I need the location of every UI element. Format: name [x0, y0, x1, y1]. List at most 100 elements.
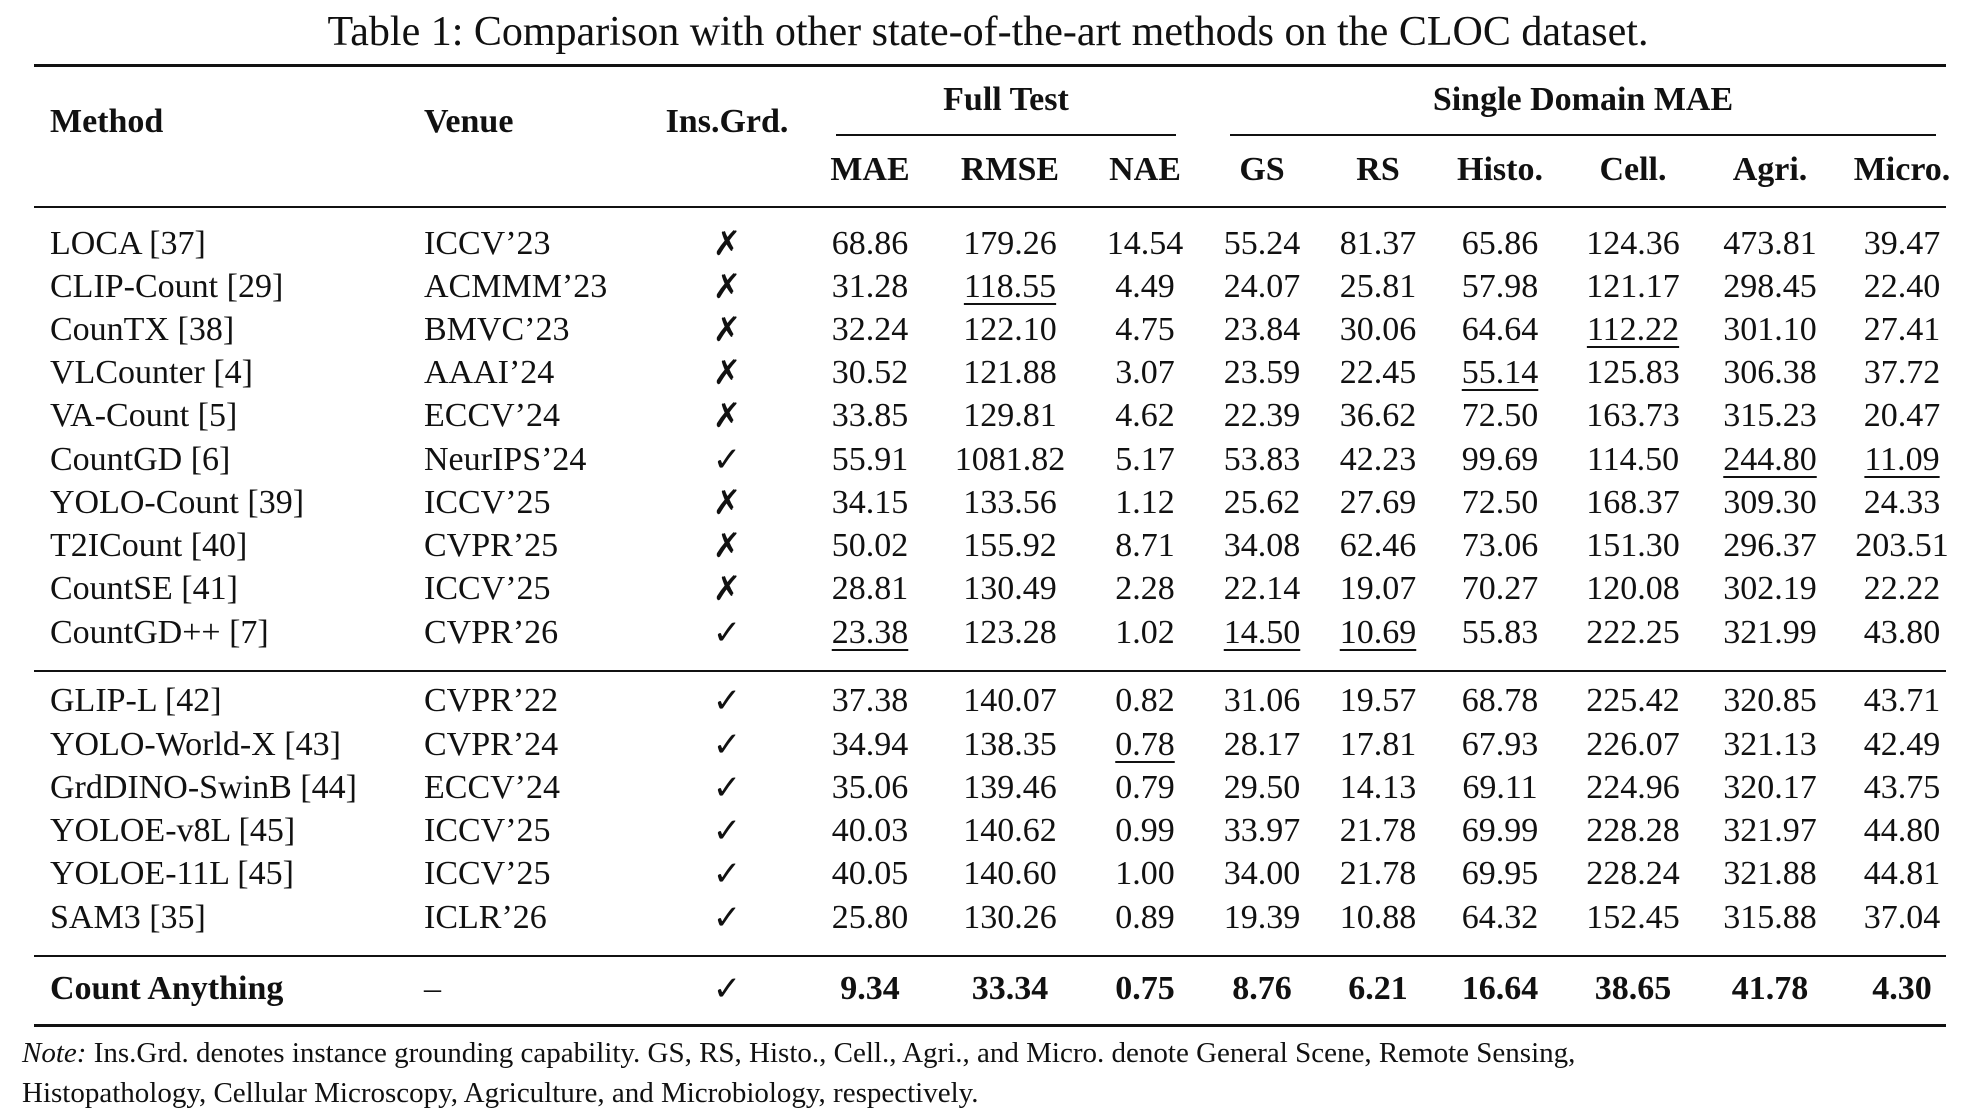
value-agri: 321.13 — [1705, 725, 1835, 765]
cell-value: 19.07 — [1339, 570, 1417, 607]
cell-value: 114.50 — [1586, 441, 1680, 478]
value-mae: 28.81 — [805, 569, 935, 609]
value-micro: 4.30 — [1837, 969, 1967, 1009]
cell-value: 99.69 — [1461, 441, 1539, 478]
value-mae: 25.80 — [805, 898, 935, 938]
cell-value: 23.84 — [1223, 311, 1301, 348]
value-histo: 72.50 — [1435, 396, 1565, 436]
cell-value: 37.04 — [1863, 899, 1941, 936]
cell-value: 21.78 — [1339, 812, 1417, 849]
value-rs: 81.37 — [1313, 224, 1443, 264]
venue: NeurIPS’24 — [424, 441, 587, 478]
cell-value: 130.49 — [963, 570, 1057, 607]
cell-value: 228.28 — [1586, 812, 1680, 849]
cell-value: 43.80 — [1863, 614, 1941, 651]
value-mae: 23.38 — [805, 613, 935, 653]
value-micro: 20.47 — [1837, 396, 1967, 436]
cell-value: 10.69 — [1339, 614, 1417, 651]
value-gs: 53.83 — [1197, 440, 1327, 480]
cell-value: 3.07 — [1115, 354, 1175, 391]
cell-value: 121.17 — [1586, 268, 1680, 305]
cell-value: 0.78 — [1115, 726, 1175, 763]
value-micro: 44.80 — [1837, 811, 1967, 851]
value-cell: 228.28 — [1568, 811, 1698, 851]
cell-value: 50.02 — [831, 527, 909, 564]
value-rmse: 123.28 — [945, 613, 1075, 653]
cell-value: 38.65 — [1594, 970, 1672, 1007]
value-mae: 37.38 — [805, 681, 935, 721]
cell-value: 5.17 — [1115, 441, 1175, 478]
cell-value: 155.92 — [963, 527, 1057, 564]
value-nae: 3.07 — [1080, 353, 1210, 393]
venue: CVPR’24 — [424, 726, 559, 763]
cell-value: 321.99 — [1723, 614, 1817, 651]
cell-value: 321.13 — [1723, 726, 1817, 763]
value-agri: 41.78 — [1705, 969, 1835, 1009]
cell-value: 22.39 — [1223, 397, 1301, 434]
cell-value: 140.07 — [963, 682, 1057, 719]
cell-value: 244.80 — [1723, 441, 1817, 478]
value-cell: 222.25 — [1568, 613, 1698, 653]
value-micro: 11.09 — [1837, 440, 1967, 480]
method-name: CountGD++ [7] — [50, 614, 269, 651]
value-cell: 121.17 — [1568, 267, 1698, 307]
cell-value: 36.62 — [1339, 397, 1417, 434]
cell-value: 14.13 — [1339, 769, 1417, 806]
table-note-line-2: Histopathology, Cellular Microscopy, Agr… — [22, 1077, 979, 1109]
cell-value: 22.45 — [1339, 354, 1417, 391]
cell-value: 168.37 — [1586, 484, 1680, 521]
cell-value: 40.05 — [831, 855, 909, 892]
header-metric-3: GS — [1239, 151, 1285, 188]
value-nae: 5.17 — [1080, 440, 1210, 480]
cell-value: 118.55 — [963, 268, 1057, 305]
value-micro: 39.47 — [1837, 224, 1967, 264]
cell-value: 34.94 — [831, 726, 909, 763]
cell-value: 55.83 — [1461, 614, 1539, 651]
cell-value: 152.45 — [1586, 899, 1680, 936]
cell-value: 34.08 — [1223, 527, 1301, 564]
cell-value: 69.95 — [1461, 855, 1539, 892]
venue: – — [424, 970, 441, 1007]
value-gs: 29.50 — [1197, 768, 1327, 808]
cell-value: 129.81 — [963, 397, 1057, 434]
cell-value: 122.10 — [963, 311, 1057, 348]
venue: ICCV’23 — [424, 225, 551, 262]
value-histo: 64.64 — [1435, 310, 1565, 350]
value-rmse: 139.46 — [945, 768, 1075, 808]
value-mae: 30.52 — [805, 353, 935, 393]
cell-value: 55.91 — [831, 441, 909, 478]
value-mae: 32.24 — [805, 310, 935, 350]
venue: ICCV’25 — [424, 570, 551, 607]
cell-value: 22.14 — [1223, 570, 1301, 607]
check-icon: ✓ — [712, 613, 742, 653]
value-mae: 9.34 — [805, 969, 935, 1009]
value-gs: 28.17 — [1197, 725, 1327, 765]
cross-icon: ✗ — [712, 267, 742, 307]
cell-value: 228.24 — [1586, 855, 1680, 892]
cell-value: 4.62 — [1115, 397, 1175, 434]
group-rule-full-test — [836, 134, 1176, 136]
cell-value: 14.50 — [1223, 614, 1301, 651]
value-nae: 0.79 — [1080, 768, 1210, 808]
cell-value: 20.47 — [1863, 397, 1941, 434]
value-agri: 296.37 — [1705, 526, 1835, 566]
value-gs: 8.76 — [1197, 969, 1327, 1009]
cell-value: 140.60 — [963, 855, 1057, 892]
value-rmse: 129.81 — [945, 396, 1075, 436]
header-metric-0: MAE — [830, 151, 910, 188]
value-agri: 315.23 — [1705, 396, 1835, 436]
cross-icon: ✗ — [712, 483, 742, 523]
value-rs: 21.78 — [1313, 854, 1443, 894]
check-icon: ✓ — [712, 969, 742, 1009]
header-method: Method — [50, 103, 164, 140]
cell-value: 27.69 — [1339, 484, 1417, 521]
cell-value: 24.33 — [1863, 484, 1941, 521]
cell-value: 22.40 — [1863, 268, 1941, 305]
cell-value: 1.12 — [1115, 484, 1175, 521]
value-micro: 43.75 — [1837, 768, 1967, 808]
value-micro: 43.71 — [1837, 681, 1967, 721]
value-nae: 4.49 — [1080, 267, 1210, 307]
value-rmse: 121.88 — [945, 353, 1075, 393]
venue: ICLR’26 — [424, 899, 547, 936]
cell-value: 23.38 — [831, 614, 909, 651]
